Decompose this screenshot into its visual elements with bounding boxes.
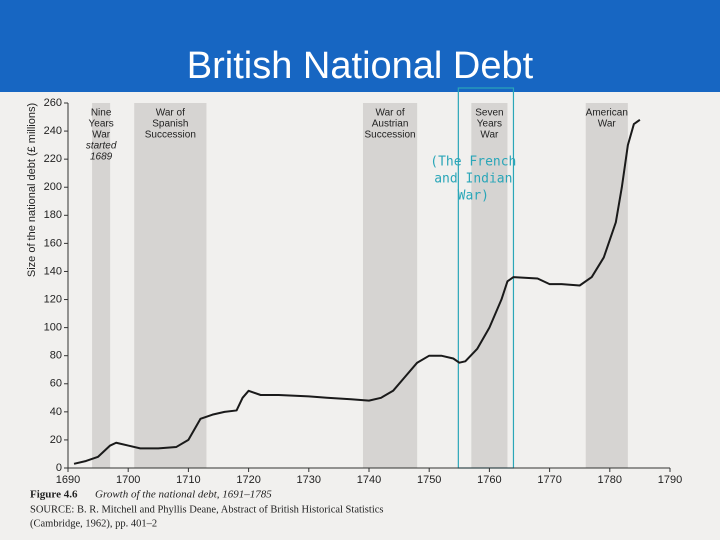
x-tick-label: 1720 (236, 474, 260, 486)
war-label: War of (156, 108, 185, 119)
y-tick-label: 80 (50, 350, 62, 362)
war-band (585, 103, 628, 468)
x-tick-label: 1740 (357, 474, 381, 486)
figure-source: SOURCE: B. R. Mitchell and Phyllis Deane… (30, 504, 383, 515)
y-tick-label: 200 (44, 181, 62, 193)
x-tick-label: 1780 (598, 474, 622, 486)
war-label: American (586, 108, 628, 119)
x-tick-label: 1730 (297, 474, 321, 486)
war-label: Years (89, 119, 114, 130)
annotation: (The French (430, 155, 516, 170)
y-tick-label: 140 (44, 265, 62, 277)
war-label: Years (477, 119, 502, 130)
y-axis-label: Size of the national debt (£ millions) (26, 103, 38, 277)
y-tick-label: 0 (56, 462, 62, 474)
annotation: and Indian (434, 172, 512, 187)
y-tick-label: 60 (50, 378, 62, 390)
y-tick-label: 260 (44, 97, 62, 109)
debt-line (73, 119, 641, 465)
war-label: War of (376, 108, 405, 119)
war-label: War (480, 130, 499, 141)
war-band (471, 103, 508, 468)
war-band (92, 103, 111, 468)
x-tick-label: 1790 (658, 474, 682, 486)
x-tick-label: 1770 (537, 474, 561, 486)
slide-title: British National Debt (187, 45, 534, 87)
figure-caption: Growth of the national debt, 1691–1785 (95, 489, 272, 501)
war-band (362, 103, 418, 468)
x-tick-label: 1710 (176, 474, 200, 486)
war-label: Nine (91, 108, 112, 119)
x-tick-label: 1690 (56, 474, 80, 486)
war-label: War (92, 130, 111, 141)
y-tick-label: 180 (44, 209, 62, 221)
war-label: Succession (145, 130, 196, 141)
war-label: Spanish (152, 119, 188, 130)
war-label: Austrian (372, 119, 409, 130)
war-label: War (598, 119, 617, 130)
x-tick-label: 1750 (417, 474, 441, 486)
war-note: started (86, 141, 117, 152)
y-tick-label: 160 (44, 237, 62, 249)
y-tick-label: 40 (50, 406, 62, 418)
war-note: 1689 (90, 152, 113, 163)
war-label: Seven (475, 108, 503, 119)
x-tick-label: 1700 (116, 474, 140, 486)
war-label: Succession (364, 130, 415, 141)
y-tick-label: 220 (44, 153, 62, 165)
y-tick-label: 120 (44, 293, 62, 305)
war-band (134, 103, 207, 468)
x-tick-label: 1760 (477, 474, 501, 486)
figure-source: (Cambridge, 1962), pp. 401–2 (30, 518, 157, 529)
y-tick-label: 100 (44, 322, 62, 334)
y-tick-label: 20 (50, 434, 62, 446)
figure-number: Figure 4.6 (30, 489, 78, 501)
annotation: War) (458, 189, 489, 204)
y-tick-label: 240 (44, 125, 62, 137)
